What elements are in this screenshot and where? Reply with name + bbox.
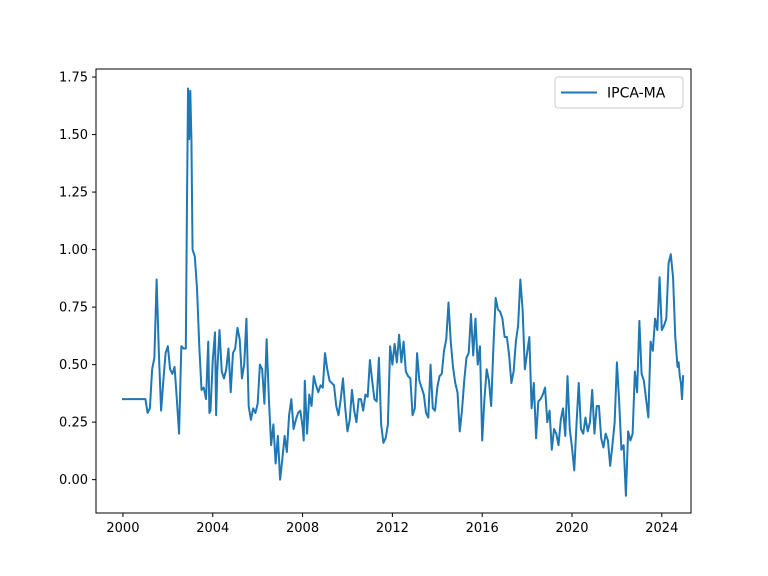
- y-tick-label: 1.00: [59, 243, 88, 258]
- y-tick-label: 0.00: [59, 473, 88, 488]
- x-tick-label: 2016: [466, 521, 499, 536]
- plot-area: [96, 69, 691, 513]
- x-tick-label: 2024: [645, 521, 678, 536]
- x-tick-label: 2012: [376, 521, 409, 536]
- series-line-0: [121, 87, 685, 497]
- legend: IPCA-MA: [554, 76, 684, 109]
- y-tick-label: 0.50: [59, 358, 88, 373]
- x-tick-label: 2004: [196, 521, 229, 536]
- y-tick-label: 0.75: [59, 301, 88, 316]
- legend-label: IPCA-MA: [607, 86, 666, 102]
- x-tick-label: 2000: [106, 521, 139, 536]
- x-tick-label: 2008: [286, 521, 319, 536]
- x-tick-label: 2020: [555, 521, 588, 536]
- y-tick-label: 1.75: [59, 71, 88, 86]
- y-tick-label: 1.50: [59, 128, 88, 143]
- series-layer: [121, 87, 685, 497]
- y-tick-label: 0.25: [59, 416, 88, 431]
- y-tick-label: 1.25: [59, 186, 88, 201]
- axes-frame: [95, 68, 692, 514]
- y-axis-ticks: 0.00 0.25 0.50 0.75 1.00 1.25 1.50 1.75: [59, 71, 96, 488]
- x-axis-ticks: 2000 2004 2008 2012 2016 2020 2024: [106, 513, 678, 536]
- legend-box: [554, 76, 684, 109]
